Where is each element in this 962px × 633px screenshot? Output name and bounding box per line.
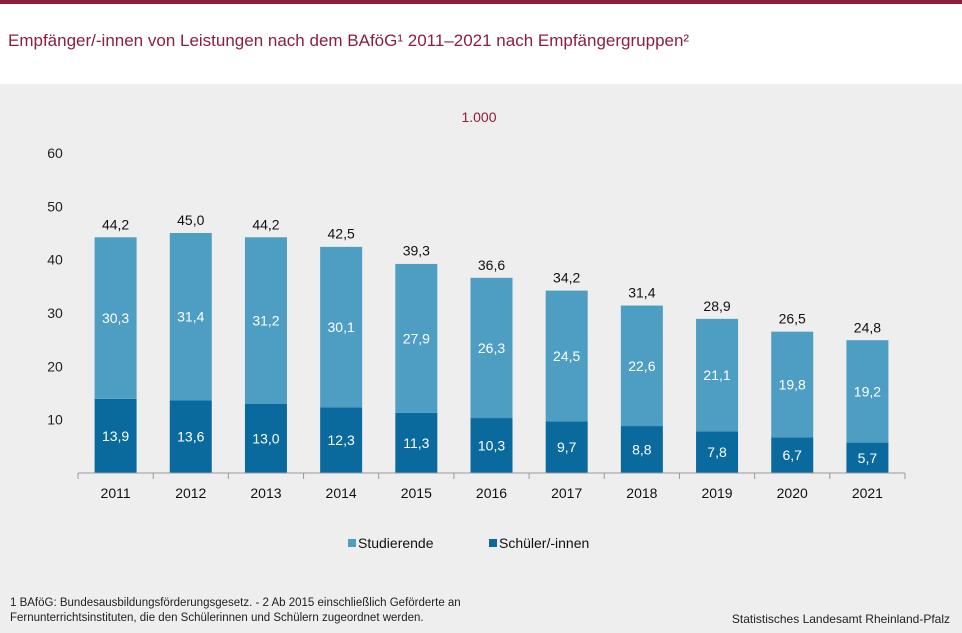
label-total-2013: 44,2 <box>252 216 279 232</box>
x-axis: 2011 2012 2013 2014 2015 2016 2017 2018 2019 2020… <box>77 472 906 501</box>
label-schueler-2018: 8,8 <box>632 442 652 458</box>
bar-studierende-2021 <box>846 340 889 443</box>
top-rule <box>0 0 962 4</box>
label-total-2014: 42,5 <box>328 225 355 241</box>
y-tick-label: 30 <box>47 305 63 321</box>
bar-studierende-2018 <box>620 305 663 427</box>
legend-swatch-schueler <box>489 539 497 547</box>
legend: Studierende Schüler/-innen <box>348 535 589 551</box>
y-tick-label: 60 <box>47 145 63 161</box>
bars: 13,9 30,3 44,2 13,6 31,4 45,0 13,0 31,2 44,2 12,3… <box>94 212 889 473</box>
label-total-2012: 45,0 <box>177 212 204 228</box>
label-schueler-2020: 6,7 <box>782 447 802 463</box>
bar-schueler-2016 <box>470 418 513 473</box>
bar-schueler-2011 <box>94 398 137 473</box>
bar-schueler-2013 <box>244 403 287 473</box>
bar-schueler-2021 <box>846 442 889 473</box>
label-schueler-2017: 9,7 <box>557 439 577 455</box>
x-tick-label-2013: 2013 <box>250 485 281 501</box>
bar-schueler-2018 <box>620 426 663 473</box>
label-schueler-2012: 13,6 <box>177 429 204 445</box>
label-studierende-2011: 30,3 <box>102 310 129 326</box>
label-total-2015: 39,3 <box>403 242 430 258</box>
label-studierende-2017: 24,5 <box>553 348 580 364</box>
y-tick-label: 50 <box>47 198 63 214</box>
label-schueler-2011: 13,9 <box>102 428 129 444</box>
label-total-2016: 36,6 <box>478 257 505 273</box>
label-studierende-2018: 22,6 <box>628 358 655 374</box>
y-tick-label: 40 <box>47 252 63 268</box>
label-studierende-2020: 19,8 <box>779 376 806 392</box>
label-total-2020: 26,5 <box>779 311 806 327</box>
bar-schueler-2015 <box>395 412 438 473</box>
label-studierende-2015: 27,9 <box>403 330 430 346</box>
label-schueler-2015: 11,3 <box>403 435 429 451</box>
label-studierende-2016: 26,3 <box>478 340 505 356</box>
label-studierende-2013: 31,2 <box>252 312 279 328</box>
x-tick-label-2018: 2018 <box>626 485 657 501</box>
x-tick-label-2017: 2017 <box>551 485 582 501</box>
label-schueler-2021: 5,7 <box>858 450 878 466</box>
bar-schueler-2020 <box>771 437 814 473</box>
bar-studierende-2011 <box>94 237 137 399</box>
bar-studierende-2013 <box>244 237 287 404</box>
label-total-2021: 24,8 <box>854 320 881 336</box>
x-tick-label-2011: 2011 <box>101 485 131 501</box>
label-studierende-2021: 19,2 <box>854 383 881 399</box>
y-tick-label: 10 <box>47 412 63 428</box>
legend-label-studierende: Studierende <box>358 535 434 551</box>
label-studierende-2012: 31,4 <box>177 309 204 325</box>
source-label: Statistisches Landesamt Rheinland-Pfalz <box>731 612 950 626</box>
bar-studierende-2019 <box>696 318 739 432</box>
label-total-2011: 44,2 <box>102 216 129 232</box>
bar-studierende-2017 <box>545 290 588 422</box>
bar-schueler-2017 <box>545 421 588 473</box>
bar-studierende-2020 <box>771 331 814 438</box>
label-schueler-2013: 13,0 <box>252 430 279 446</box>
x-tick-label-2016: 2016 <box>476 485 507 501</box>
bar-studierende-2014 <box>320 246 363 408</box>
bar-studierende-2016 <box>470 277 513 419</box>
x-tick-label-2012: 2012 <box>175 485 206 501</box>
bar-schueler-2014 <box>320 407 363 473</box>
chart-title: Empfänger/-innen von Leistungen nach dem… <box>8 31 690 50</box>
bar-schueler-2012 <box>169 400 212 473</box>
label-studierende-2019: 21,1 <box>703 367 730 383</box>
label-studierende-2014: 30,1 <box>328 319 355 335</box>
x-tick-label-2019: 2019 <box>701 485 732 501</box>
legend-label-schueler: Schüler/-innen <box>499 535 589 551</box>
y-tick-label: 20 <box>47 358 63 374</box>
footnote-line-1: 1 BAföG: Bundesausbildungsförderungsgese… <box>10 597 461 609</box>
unit-label: 1.000 <box>461 109 496 125</box>
label-schueler-2014: 12,3 <box>328 432 355 448</box>
x-tick-label-2020: 2020 <box>777 485 808 501</box>
bar-studierende-2012 <box>169 233 212 401</box>
bar-schueler-2019 <box>696 431 739 473</box>
label-total-2018: 31,4 <box>628 285 655 301</box>
legend-swatch-studierende <box>348 539 356 547</box>
label-total-2019: 28,9 <box>703 298 730 314</box>
x-tick-label-2021: 2021 <box>852 485 883 501</box>
footnote: 1 BAföG: Bundesausbildungsförderungsgese… <box>10 596 570 626</box>
bar-studierende-2015 <box>395 263 438 413</box>
label-total-2017: 34,2 <box>553 270 580 286</box>
x-tick-label-2015: 2015 <box>401 485 432 501</box>
x-tick-label-2014: 2014 <box>326 485 357 501</box>
label-schueler-2019: 7,8 <box>707 444 727 460</box>
label-schueler-2016: 10,3 <box>478 438 505 454</box>
footnote-line-2: Fernunterrichtsinstituten, die den Schül… <box>10 612 424 624</box>
y-axis: 10 20 30 40 50 60 <box>47 145 63 428</box>
